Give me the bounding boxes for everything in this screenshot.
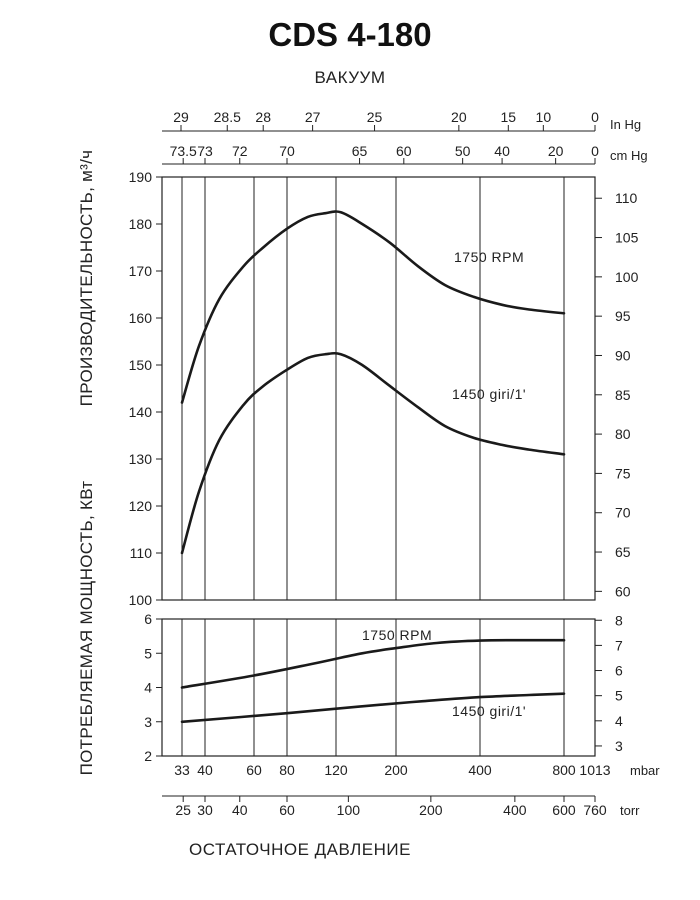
- inhg-tick-label: 28: [255, 109, 271, 125]
- y2-tick-label: 100: [615, 269, 639, 285]
- y-tick-label: 190: [129, 169, 153, 185]
- y2-tick-label: 70: [615, 505, 631, 521]
- y2-tick-label: 60: [615, 583, 631, 599]
- cmhg-tick-label: 65: [352, 143, 368, 159]
- y2-tick-label: 80: [615, 426, 631, 442]
- y2-tick-label: 6: [615, 663, 623, 679]
- capacity-series-label-1450: 1450 giri/1': [452, 386, 526, 402]
- torr-tick-label: 60: [279, 802, 295, 818]
- inhg-tick-label: 0: [591, 109, 599, 125]
- y-tick-label: 3: [144, 714, 152, 730]
- y2-tick-label: 85: [615, 387, 631, 403]
- mbar-tick-label: 60: [246, 762, 262, 778]
- mbar-tick-label: 800: [552, 762, 576, 778]
- inhg-tick-label: 15: [501, 109, 517, 125]
- y-tick-label: 130: [129, 451, 153, 467]
- y2-tick-label: 5: [615, 688, 623, 704]
- y-tick-label: 140: [129, 404, 153, 420]
- torr-tick-label: 400: [503, 802, 527, 818]
- cmhg-tick-label: 40: [494, 143, 510, 159]
- cmhg-tick-label: 70: [279, 143, 295, 159]
- capacity-series-label-1750: 1750 RPM: [454, 249, 524, 265]
- y2-tick-label: 7: [615, 637, 623, 653]
- top-axis-title: ВАКУУМ: [314, 68, 386, 87]
- cmhg-tick-label: 73.5: [170, 143, 197, 159]
- torr-tick-label: 600: [552, 802, 576, 818]
- power-curve-1750rpm: [180, 638, 566, 689]
- y-tick-label: 2: [144, 748, 152, 764]
- y2-tick-label: 4: [615, 713, 623, 729]
- torr-tick-label: 760: [583, 802, 607, 818]
- mbar-tick-label: 40: [197, 762, 213, 778]
- cmhg-tick-label: 73: [197, 143, 213, 159]
- inhg-tick-label: 25: [367, 109, 383, 125]
- torr-unit-label: torr: [620, 803, 640, 818]
- y-tick-label: 4: [144, 680, 152, 696]
- capacity-curve-1450rpm: [180, 351, 566, 555]
- y2-tick-label: 110: [615, 190, 638, 206]
- torr-tick-label: 25: [175, 802, 191, 818]
- inhg-tick-label: 27: [305, 109, 321, 125]
- cmhg-tick-label: 72: [232, 143, 248, 159]
- mbar-tick-label: 33: [174, 762, 190, 778]
- capacity-plot-frame: [161, 176, 596, 601]
- y2-tick-label: 3: [615, 738, 623, 754]
- inhg-unit-label: In Hg: [610, 117, 641, 132]
- torr-tick-label: 30: [197, 802, 213, 818]
- inhg-tick-label: 10: [536, 109, 552, 125]
- y2-tick-label: 95: [615, 308, 631, 324]
- inhg-tick-label: 28.5: [214, 109, 241, 125]
- mbar-tick-label: 120: [324, 762, 348, 778]
- y-tick-label: 110: [130, 545, 153, 561]
- power-curve-1450rpm: [180, 692, 566, 724]
- mbar-tick-label: 80: [279, 762, 295, 778]
- y-tick-label: 6: [144, 611, 152, 627]
- y2-tick-label: 75: [615, 465, 631, 481]
- cmhg-tick-label: 20: [548, 143, 564, 159]
- y-axis-title-capacity: ПРОИЗВОДИТЕЛЬНОСТЬ, м³/ч: [77, 150, 96, 407]
- inhg-tick-label: 29: [173, 109, 189, 125]
- cmhg-unit-label: cm Hg: [610, 148, 648, 163]
- y-tick-label: 120: [129, 498, 153, 514]
- y2-tick-label: 90: [615, 347, 631, 363]
- mbar-tick-label: 400: [468, 762, 492, 778]
- x-axis-title: ОСТАТОЧНОЕ ДАВЛЕНИЕ: [189, 840, 411, 859]
- torr-tick-label: 200: [419, 802, 443, 818]
- y2-tick-label: 65: [615, 544, 631, 560]
- y-tick-label: 100: [129, 592, 153, 608]
- y-tick-label: 180: [129, 216, 153, 232]
- y-tick-label: 170: [129, 263, 153, 279]
- y2-tick-label: 105: [615, 230, 639, 246]
- mbar-tick-label: 200: [384, 762, 408, 778]
- capacity-curve-1750rpm: [180, 210, 566, 404]
- y-tick-label: 160: [129, 310, 153, 326]
- cmhg-tick-label: 50: [455, 143, 471, 159]
- y-tick-label: 150: [129, 357, 153, 373]
- power-series-label-1750: 1750 RPM: [362, 627, 432, 643]
- mbar-tick-label: 1013: [579, 762, 610, 778]
- torr-tick-label: 40: [232, 802, 248, 818]
- cmhg-tick-label: 0: [591, 143, 599, 159]
- inhg-tick-label: 20: [451, 109, 467, 125]
- y-axis-title-power: ПОТРЕБЛЯЕМАЯ МОЩНОСТЬ, КВт: [77, 481, 96, 776]
- cmhg-tick-label: 60: [396, 143, 412, 159]
- power-series-label-1450: 1450 giri/1': [452, 703, 526, 719]
- torr-tick-label: 100: [337, 802, 361, 818]
- mbar-unit-label: mbar: [630, 763, 660, 778]
- y-tick-label: 5: [144, 645, 152, 661]
- y2-tick-label: 8: [615, 612, 623, 628]
- chart-title: CDS 4-180: [268, 16, 432, 53]
